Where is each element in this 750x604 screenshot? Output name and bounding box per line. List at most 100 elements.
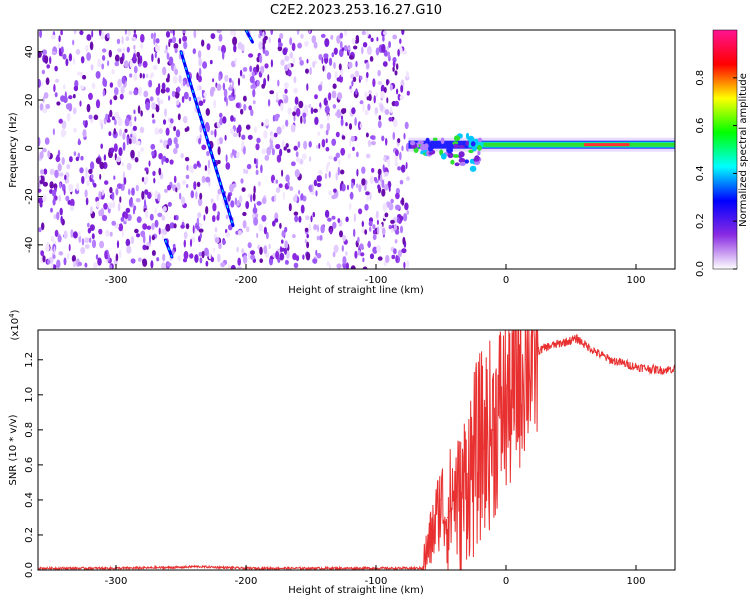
noise-blob [309,156,312,162]
near-field-blob [453,143,459,149]
noise-blob [349,202,352,210]
noise-blob [348,61,353,69]
near-field-blob [465,141,469,146]
noise-blob [328,263,332,269]
noise-blob [109,99,113,105]
noise-blob [132,53,137,61]
noise-blob [201,175,206,184]
noise-blob [316,182,322,188]
noise-blob [150,143,156,150]
spectrogram-content [38,30,675,269]
x-tick-label: -100 [365,576,388,587]
noise-blob [404,202,409,211]
snr-data-point [472,464,475,466]
noise-blob [294,96,299,105]
noise-blob [370,141,376,146]
noise-blob [308,104,312,109]
noise-blob [161,82,166,91]
noise-blob [233,132,238,138]
noise-blob [43,92,49,99]
snr-data-point [420,567,423,569]
snr-data-point [557,343,559,345]
noise-blob [102,78,108,87]
noise-blob [305,215,310,221]
noise-blob [229,77,232,83]
noise-blob [118,128,123,137]
noise-blob [76,182,80,191]
noise-blob [385,137,388,146]
noise-blob [287,63,292,69]
noise-blob [63,257,67,266]
noise-blob [130,133,133,138]
noise-blob [251,71,255,77]
noise-blob [165,157,169,163]
noise-blob [267,74,270,82]
noise-blob [66,252,70,260]
noise-blob [108,202,113,210]
noise-blob [339,32,344,39]
noise-blob [128,188,131,195]
noise-blob [399,95,404,100]
noise-blob [232,30,237,37]
noise-blob [320,224,325,234]
noise-blob [196,181,201,188]
noise-blob [60,128,66,138]
noise-blob [197,50,202,59]
noise-blob [148,79,153,88]
snr-data-point [576,338,579,340]
noise-blob [179,192,182,200]
noise-blob [335,131,340,138]
noise-blob [65,195,70,202]
noise-blob [335,152,340,159]
noise-blob [214,227,218,233]
noise-blob [132,125,137,131]
noise-blob [75,156,80,162]
noise-blob [255,143,260,151]
noise-blob [313,41,318,49]
noise-blob [340,147,346,156]
noise-blob [304,239,307,244]
x-tick-label: 100 [626,275,645,286]
noise-blob [41,222,45,231]
noise-blob [201,89,204,95]
noise-blob [358,184,362,193]
noise-blob [39,151,44,159]
noise-blob [319,234,323,241]
noise-blob [336,77,341,82]
snr-data-point [531,355,533,357]
noise-blob [107,60,110,67]
noise-blob [214,237,220,244]
noise-blob [125,36,130,42]
noise-blob [400,85,404,93]
noise-blob [134,157,139,163]
noise-blob [113,95,118,101]
noise-blob [60,215,63,224]
noise-blob [158,128,163,135]
noise-blob [88,114,93,120]
noise-blob [222,82,226,91]
noise-blob [318,143,321,149]
noise-blob [275,113,280,119]
noise-blob [366,71,369,79]
noise-blob [135,184,139,192]
noise-blob [377,256,383,261]
noise-blob [80,155,84,161]
noise-blob [394,70,398,76]
noise-blob [280,102,284,112]
noise-blob [295,107,301,117]
noise-blob [328,155,333,160]
noise-blob [87,222,90,228]
noise-blob [384,87,387,93]
noise-blob [381,179,385,189]
noise-blob [379,103,384,112]
noise-blob [135,198,141,203]
noise-blob [310,215,313,223]
noise-blob [315,190,318,197]
noise-blob [277,79,280,87]
noise-blob [297,141,301,148]
noise-blob [379,174,383,183]
noise-blob [261,122,264,127]
noise-blob [138,86,142,96]
noise-blob [302,153,307,160]
